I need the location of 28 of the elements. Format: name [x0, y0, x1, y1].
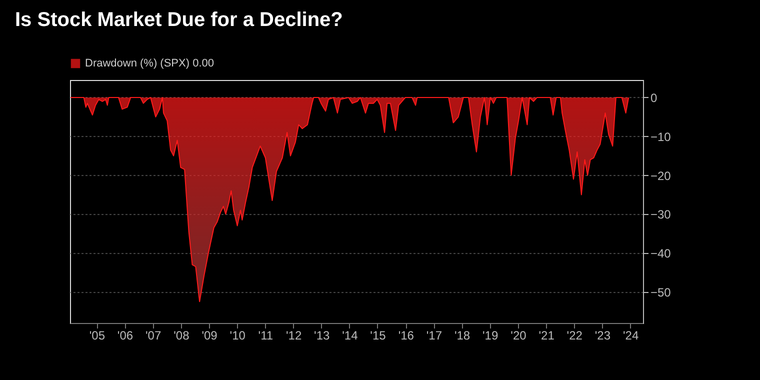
chart-title: Is Stock Market Due for a Decline? [15, 9, 343, 31]
x-tick-label: '12 [286, 328, 302, 342]
x-tick-label: '07 [145, 328, 162, 342]
x-tick-label: '24 [622, 328, 639, 342]
x-tick-label: '22 [566, 328, 583, 342]
x-tick-label: '13 [314, 328, 330, 342]
x-tick-label: '17 [426, 328, 442, 342]
x-tick-label: '14 [342, 328, 358, 342]
x-tick-label: '10 [230, 328, 246, 342]
x-tick-label: '18 [454, 328, 470, 342]
x-tick-label: '20 [510, 328, 527, 342]
x-tick-label: '23 [594, 328, 611, 342]
x-tick-label: '16 [398, 328, 414, 342]
x-tick-label: '11 [258, 328, 274, 342]
x-tick-label: '09 [202, 328, 218, 342]
y-tick-label: 0 [650, 90, 658, 105]
x-tick-label: '21 [538, 328, 555, 342]
y-tick-label: −50 [650, 285, 672, 300]
x-tick-label: '15 [370, 328, 386, 342]
y-tick-label: −40 [650, 246, 672, 261]
x-tick-label: '19 [482, 328, 498, 342]
y-tick-label: −10 [650, 130, 672, 144]
x-tick-label: '05 [89, 328, 106, 342]
x-tick-label: '06 [117, 328, 134, 342]
legend-label: Drawdown (%) (SPX) 0.00 [85, 58, 214, 70]
x-tick-label: '08 [174, 328, 190, 342]
y-tick-label: −30 [650, 208, 672, 222]
y-tick-label: −20 [650, 168, 672, 183]
